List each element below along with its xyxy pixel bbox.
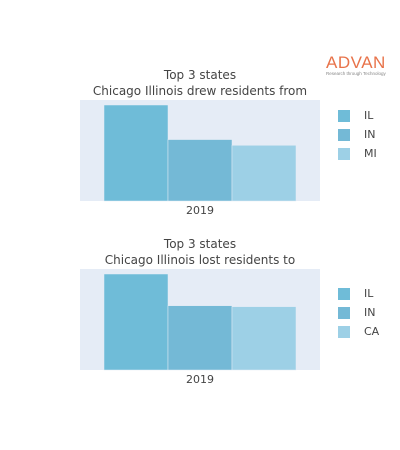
bar-chart-svg [103,104,297,202]
legend-swatch [338,287,350,300]
x-tick-label: 2019 [186,204,214,217]
legend-label: IL [364,287,374,300]
bar-chart-svg [103,273,297,371]
legend-item-il[interactable]: IL [338,106,377,125]
legend-label: CA [364,325,380,338]
bar-in [167,139,233,202]
logo-tagline: Research through Technology [326,71,386,76]
chart-drew-residents: Top 3 states Chicago Illinois drew resid… [80,67,377,217]
x-tick-label: 2019 [186,373,214,386]
chart-title: Top 3 states Chicago Illinois drew resid… [80,67,320,99]
legend-item-in[interactable]: IN [338,303,379,322]
chart-title: Top 3 states Chicago Illinois lost resid… [80,236,320,268]
legend-label: MI [364,147,377,160]
chart-title-line-1: Top 3 states [163,237,237,251]
legend-item-il[interactable]: IL [338,284,379,303]
bar-il [103,273,169,371]
legend-label: IN [364,128,376,141]
chart-title-line-2: Chicago Illinois lost residents to [104,253,296,267]
logo-wordmark: ADVAN [326,53,386,72]
legend-item-in[interactable]: IN [338,125,377,144]
chart-lost-residents: Top 3 states Chicago Illinois lost resid… [80,236,379,386]
legend-swatch [338,147,350,160]
legend-label: IL [364,109,374,122]
chart-title-line-2: Chicago Illinois drew residents from [92,84,308,98]
plot-area [80,100,320,202]
advan-logo: ADVAN Research through Technology [326,54,396,77]
legend-swatch [338,325,350,338]
legend-swatch [338,109,350,122]
bar-il [103,104,169,202]
legend-item-ca[interactable]: CA [338,322,379,341]
bar-ca [231,306,297,371]
chart-legend: IL IN CA [338,284,379,341]
chart-legend: IL IN MI [338,106,377,163]
legend-swatch [338,128,350,141]
plot-area [80,269,320,371]
legend-label: IN [364,306,376,319]
bar-mi [231,145,297,202]
chart-title-line-1: Top 3 states [163,68,237,82]
legend-item-mi[interactable]: MI [338,144,377,163]
bar-in [167,305,233,371]
legend-swatch [338,306,350,319]
